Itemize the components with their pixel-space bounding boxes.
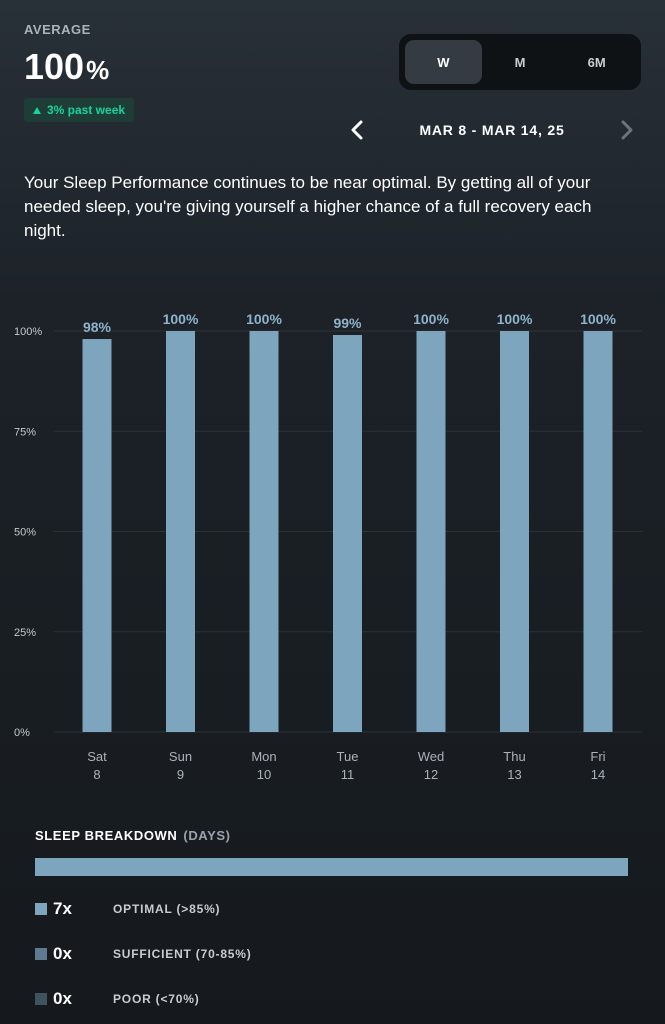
y-tick-label: 25%: [14, 627, 36, 639]
period-selector: W M 6M: [399, 34, 641, 90]
x-tick-date: 10: [257, 767, 271, 782]
x-tick-label: Fri: [590, 749, 605, 764]
x-tick-date: 11: [341, 767, 355, 782]
average-number: 100: [24, 46, 85, 87]
bar: [583, 331, 613, 732]
bar: [333, 335, 362, 732]
optimal-count: 7x: [53, 899, 72, 918]
data-label: 100%: [413, 311, 449, 327]
x-tick-label: Sat: [87, 749, 107, 764]
x-tick-date: 12: [424, 767, 438, 782]
data-label: 99%: [333, 315, 362, 331]
y-tick-label: 100%: [14, 326, 42, 338]
legend-optimal: 7x OPTIMAL (>85%): [35, 897, 220, 921]
breakdown-title-text: SLEEP BREAKDOWN: [35, 828, 178, 843]
period-6month-button[interactable]: 6M: [587, 54, 606, 70]
chevron-left-icon[interactable]: [346, 118, 368, 142]
legend-sufficient: 0x SUFFICIENT (70-85%): [35, 942, 252, 966]
optimal-swatch: [35, 903, 47, 915]
date-range: MAR 8 - MAR 14, 25: [419, 122, 565, 138]
breakdown-title: SLEEP BREAKDOWN (DAYS): [35, 828, 231, 843]
data-label: 98%: [83, 319, 112, 335]
average-unit: %: [86, 55, 110, 85]
x-tick-label: Wed: [418, 749, 445, 764]
x-tick-label: Mon: [251, 749, 276, 764]
period-week-button[interactable]: W: [405, 40, 482, 84]
x-tick-label: Tue: [337, 749, 359, 764]
sleep-performance-chart: 0% 25% 50% 75% 100% 98% Sat 8 100% Sun 9 100% Mon 10 9…: [14, 311, 642, 782]
data-label: 100%: [163, 311, 199, 327]
arrow-up-icon: [33, 106, 41, 114]
poor-count: 0x: [53, 989, 72, 1008]
data-label: 100%: [580, 311, 616, 327]
y-tick-label: 75%: [14, 426, 36, 438]
breakdown-unit: (DAYS): [183, 828, 231, 843]
bar: [249, 331, 279, 732]
period-month-button[interactable]: M: [514, 54, 526, 70]
breakdown-bar: [35, 858, 628, 876]
x-tick-label: Thu: [503, 749, 525, 764]
sufficient-count: 0x: [53, 944, 72, 963]
x-tick-date: 8: [93, 767, 100, 782]
data-label: 100%: [246, 311, 282, 327]
bar: [166, 331, 195, 732]
poor-label: POOR (<70%): [113, 992, 200, 1006]
x-tick-date: 9: [177, 767, 184, 782]
poor-swatch: [35, 993, 47, 1005]
delta-badge: 3% past week: [24, 98, 135, 122]
y-tick-label: 0%: [14, 727, 30, 739]
performance-description: Your Sleep Performance continues to be n…: [24, 173, 592, 240]
x-tick-date: 14: [591, 767, 605, 782]
chevron-right-icon[interactable]: [616, 118, 638, 142]
bar: [416, 331, 446, 732]
bar: [82, 339, 112, 732]
x-tick-label: Sun: [169, 749, 192, 764]
bar: [500, 331, 529, 732]
legend-poor: 0x POOR (<70%): [35, 987, 200, 1011]
sufficient-label: SUFFICIENT (70-85%): [113, 947, 252, 961]
x-tick-date: 13: [507, 767, 521, 782]
average-label: AVERAGE: [24, 22, 91, 37]
data-label: 100%: [497, 311, 533, 327]
y-tick-label: 50%: [14, 527, 36, 539]
delta-text: 3% past week: [47, 103, 126, 117]
sufficient-swatch: [35, 948, 47, 960]
optimal-label: OPTIMAL (>85%): [113, 902, 221, 916]
average-value: 100%: [24, 46, 109, 88]
